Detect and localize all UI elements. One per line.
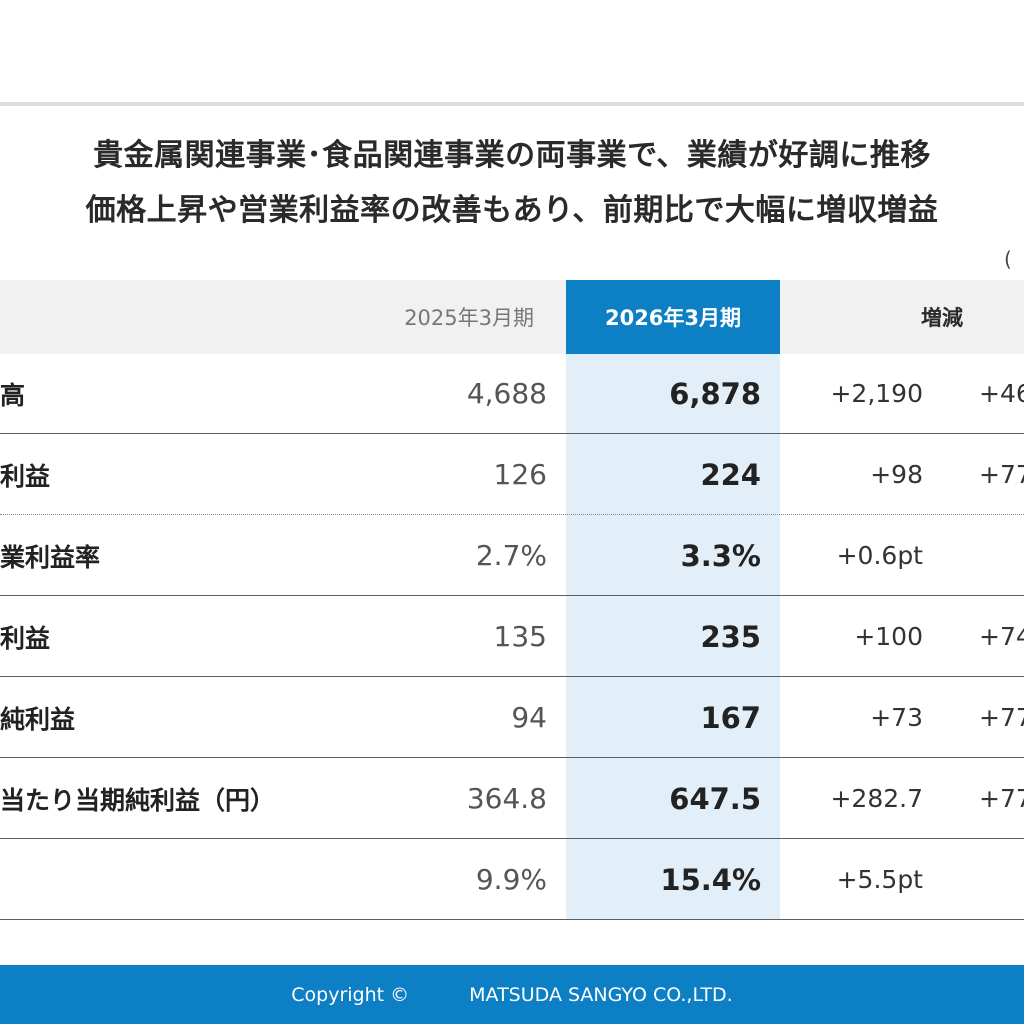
table-header-row — [0, 280, 1024, 354]
row-previous-value: 135 — [493, 620, 547, 653]
row-change-value: +2,190 — [830, 379, 923, 408]
row-change-value: +5.5pt — [836, 865, 923, 894]
row-previous-value: 4,688 — [466, 377, 547, 410]
row-label: 当たり当期純利益（円） — [0, 785, 276, 815]
row-current-value: 6,878 — [669, 376, 761, 411]
row-change-percent: +74 — [979, 622, 1024, 651]
row-label: 業利益率 — [0, 542, 101, 572]
footer-copyright: Copyright © — [291, 983, 410, 1006]
row-change-percent: +46 — [979, 379, 1024, 408]
unit-note: ( — [1004, 247, 1012, 271]
table-row: 利益 126 224 +98 +77 — [0, 435, 1024, 515]
row-change-percent: +77 — [979, 703, 1024, 732]
footer: Copyright © MATSUDA SANGYO CO.,LTD. — [0, 965, 1024, 1024]
table-row: 9.9% 15.4% +5.5pt — [0, 840, 1024, 920]
row-previous-value: 364.8 — [466, 782, 547, 815]
row-current-value: 224 — [700, 457, 761, 492]
header-current-period: 2026年3月期 — [566, 280, 780, 354]
table-row: 利益 135 235 +100 +74 — [0, 597, 1024, 677]
table-row: 純利益 94 167 +73 +77 — [0, 678, 1024, 758]
header-previous-period: 2025年3月期 — [404, 306, 534, 330]
table-row: 高 4,688 6,878 +2,190 +46 — [0, 354, 1024, 434]
headline-line-1: 貴金属関連事業･食品関連事業の両事業で、業績が好調に推移 — [93, 138, 931, 173]
row-change-value: +282.7 — [830, 784, 923, 813]
row-change-value: +98 — [870, 460, 923, 489]
headline-line-2: 価格上昇や営業利益率の改善もあり、前期比で大幅に増収増益 — [85, 193, 939, 228]
row-change-value: +73 — [870, 703, 923, 732]
row-change-percent: +77 — [979, 784, 1024, 813]
current-period-column-highlight — [566, 354, 780, 919]
row-label: 高 — [0, 380, 26, 410]
footer-company-name: MATSUDA SANGYO CO.,LTD. — [469, 983, 733, 1006]
row-current-value: 235 — [700, 619, 761, 654]
table-row: 業利益率 2.7% 3.3% +0.6pt — [0, 516, 1024, 596]
row-label: 利益 — [0, 461, 51, 491]
row-current-value: 3.3% — [680, 538, 761, 573]
table-row: 当たり当期純利益（円） 364.8 647.5 +282.7 +77 — [0, 759, 1024, 839]
row-change-percent: +77 — [979, 460, 1024, 489]
header-change: 増減 — [921, 306, 963, 330]
row-current-value: 647.5 — [669, 781, 761, 816]
top-divider — [0, 102, 1024, 106]
row-previous-value: 126 — [493, 458, 547, 491]
row-label: 純利益 — [0, 704, 76, 734]
row-previous-value: 94 — [511, 701, 547, 734]
row-change-value: +100 — [854, 622, 923, 651]
row-previous-value: 2.7% — [475, 539, 547, 572]
row-change-value: +0.6pt — [836, 541, 923, 570]
row-previous-value: 9.9% — [475, 863, 547, 896]
row-current-value: 15.4% — [660, 862, 761, 897]
row-current-value: 167 — [700, 700, 761, 735]
row-label: 利益 — [0, 623, 51, 653]
